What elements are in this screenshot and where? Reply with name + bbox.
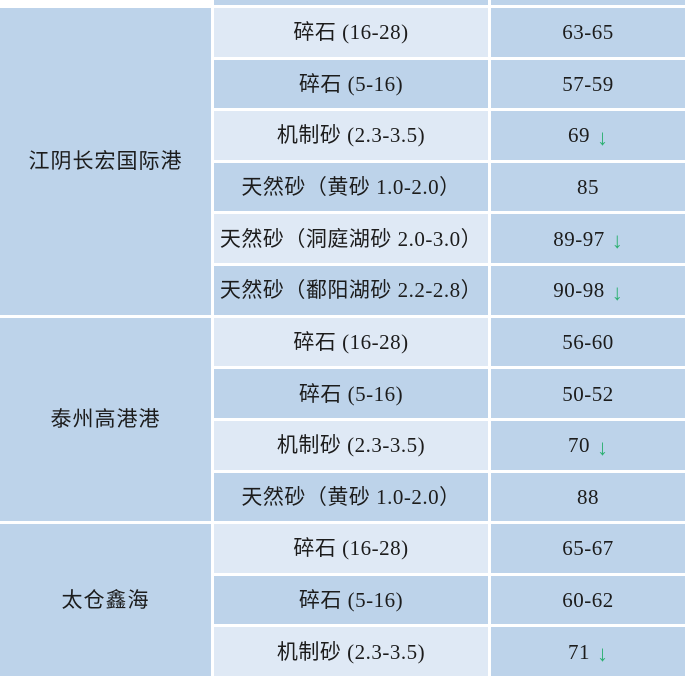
material-cell: 天然砂（黄砂 1.0-2.0） [214,162,488,212]
material-cell: 碎石 (16-28) [214,524,488,573]
cropped-row-sliver-price [491,0,685,5]
material-cell: 天然砂（黄砂 1.0-2.0） [214,472,488,522]
material-cell: 碎石 (5-16) [214,369,488,418]
price-cell: 88 [491,472,685,522]
port-cell: 江阴长宏国际港 [0,8,211,315]
material-cell-label: 天然砂（黄砂 1.0-2.0） [241,484,461,509]
price-cell-label: 70 [568,433,590,458]
price-cell: 90-98 ↓ [491,266,685,315]
port-cell-label: 太仓鑫海 [61,587,150,612]
material-cell-label: 机制砂 (2.3-3.5) [276,433,426,458]
material-cell-label: 天然砂（黄砂 1.0-2.0） [241,175,461,200]
price-cell-label: 50-52 [562,381,614,406]
trend-down-icon: ↓ [597,641,608,667]
material-cell-label: 碎石 (5-16) [298,381,404,406]
trend-down-icon: ↓ [611,279,623,305]
price-cell-label: 88 [577,484,599,509]
material-cell-label: 碎石 (16-28) [293,20,409,45]
price-cell-label: 85 [577,175,599,200]
price-cell: 69 ↓ [491,111,685,160]
price-cell-label: 69 [568,123,590,148]
price-cell-label: 60-62 [562,588,614,612]
port-cell-label: 泰州高港港 [50,407,161,432]
price-cell-label: 89-97 [553,226,605,251]
cropped-row-sliver-material [214,0,488,5]
material-cell-label: 天然砂（鄱阳湖砂 2.2-2.8） [219,278,483,303]
price-cell-label: 56-60 [562,329,614,354]
port-cell: 太仓鑫海 [0,524,211,676]
trend-down-icon: ↓ [597,124,608,150]
price-cell: 60-62 [491,575,685,625]
price-cell: 57-59 [491,59,685,109]
material-cell-label: 碎石 (5-16) [298,71,404,96]
material-cell: 机制砂 (2.3-3.5) [214,111,488,160]
price-cell: 70 ↓ [491,420,685,470]
material-cell-label: 碎石 (16-28) [293,536,409,561]
material-cell: 碎石 (5-16) [214,575,488,625]
material-cell-label: 天然砂（洞庭湖砂 2.0-3.0） [219,226,483,251]
price-cell: 85 [491,162,685,212]
material-cell-label: 机制砂 (2.3-3.5) [276,639,426,664]
material-cell-label: 碎石 (16-28) [293,329,409,354]
price-cell-label: 57-59 [562,71,614,96]
material-cell: 碎石 (16-28) [214,8,488,57]
material-cell: 机制砂 (2.3-3.5) [214,420,488,470]
port-cell-label: 江阴长宏国际港 [28,149,183,174]
material-cell: 碎石 (5-16) [214,59,488,109]
price-cell: 56-60 [491,317,685,367]
material-cell: 天然砂（洞庭湖砂 2.0-3.0） [214,214,488,264]
price-cell-label: 71 [568,639,590,664]
price-cell: 50-52 [491,369,685,418]
trend-down-icon: ↓ [611,228,623,254]
price-cell-label: 65-67 [562,536,614,561]
price-cell-label: 63-65 [562,20,614,45]
port-cell: 泰州高港港 [0,317,211,522]
price-cell: 71 ↓ [491,627,685,676]
material-cell: 机制砂 (2.3-3.5) [214,627,488,676]
material-cell-label: 机制砂 (2.3-3.5) [276,123,426,148]
material-cell: 天然砂（鄱阳湖砂 2.2-2.8） [214,266,488,315]
price-cell: 65-67 [491,524,685,573]
trend-down-icon: ↓ [597,434,608,460]
price-cell: 63-65 [491,8,685,57]
price-cell: 89-97 ↓ [491,214,685,264]
material-cell: 碎石 (16-28) [214,317,488,367]
material-cell-label: 碎石 (5-16) [298,588,404,612]
price-cell-label: 90-98 [553,278,605,303]
